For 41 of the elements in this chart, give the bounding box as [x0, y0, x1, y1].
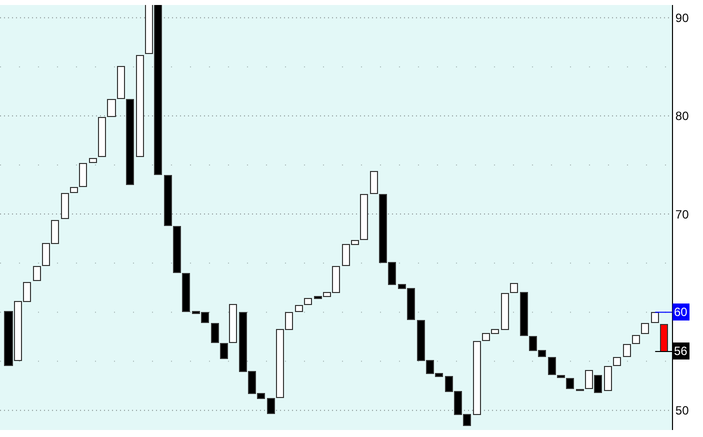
bar [370, 171, 378, 194]
bar [107, 99, 116, 117]
bar [211, 323, 219, 343]
bar [229, 304, 237, 343]
bar [641, 323, 649, 334]
bar [604, 366, 612, 391]
bar [70, 187, 78, 193]
bar [651, 312, 659, 323]
bar [126, 99, 134, 185]
bar [360, 194, 368, 240]
bar [304, 298, 312, 305]
y-tick-label: 70 [675, 207, 690, 222]
y-tick-label: 80 [675, 109, 690, 124]
bar [473, 341, 481, 415]
bar [660, 324, 668, 352]
bar [632, 335, 640, 344]
bar [164, 175, 172, 226]
bar [623, 344, 631, 357]
bar [295, 305, 303, 312]
bar [501, 293, 509, 330]
bar [79, 163, 87, 187]
bar [182, 273, 190, 312]
bar [33, 266, 41, 281]
bar [613, 357, 621, 366]
bar [89, 158, 97, 163]
bar [520, 292, 528, 336]
bar [136, 55, 144, 157]
bar [566, 378, 574, 389]
y-tick-label: 50 [675, 404, 690, 418]
bar [98, 117, 106, 157]
bar [267, 398, 275, 414]
bar [173, 226, 181, 273]
ref-line-label: 60 [674, 305, 688, 319]
bar [117, 66, 125, 99]
ref-line-label: 56 [674, 344, 688, 358]
bar [220, 343, 228, 359]
bar [548, 357, 556, 375]
bar [510, 283, 518, 293]
y-tick-label: 90 [675, 10, 690, 25]
bar [557, 375, 565, 378]
bar [61, 193, 69, 219]
